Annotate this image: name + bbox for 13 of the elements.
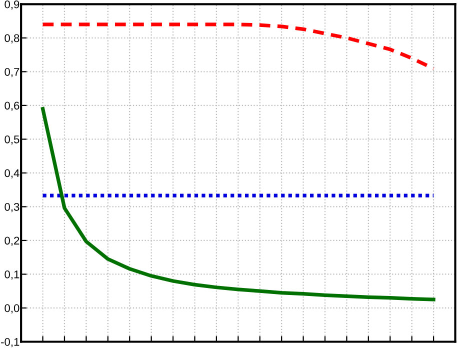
line-series	[40, 22, 436, 70]
y-tick-label: 0,1	[4, 270, 20, 280]
line-series	[40, 107, 436, 302]
y-tick-label: 0,6	[4, 102, 20, 111]
y-tick-label: 0,5	[4, 135, 20, 145]
y-tick-label: 0,2	[4, 236, 20, 246]
y-tick-label: -0,1	[1, 338, 20, 348]
y-tick-label: 0,4	[4, 169, 20, 178]
y-tick-label: 0,0	[4, 304, 20, 314]
y-tick-label: 0,7	[4, 68, 20, 78]
y-tick-label: 0,8	[4, 34, 20, 44]
y-tick-label: 0,9	[4, 0, 20, 10]
y-tick-label: 0,3	[4, 202, 20, 212]
